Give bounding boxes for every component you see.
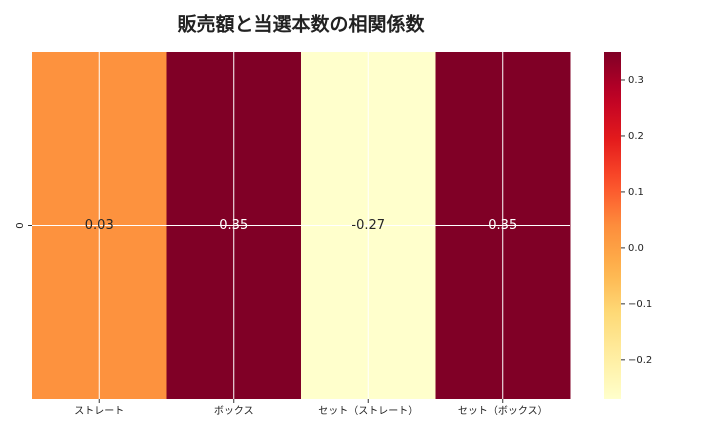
x-tick-label: セット（ストレート） bbox=[318, 405, 418, 417]
y-tick-label: 0 bbox=[15, 222, 26, 228]
data-label: 0.03 bbox=[85, 218, 114, 233]
colorbar-tick-label: −0.2 bbox=[628, 355, 652, 366]
colorbar-tick-label: 0.1 bbox=[628, 187, 644, 198]
colorbar-tick-label: 0.3 bbox=[628, 75, 644, 86]
colorbar bbox=[604, 52, 621, 399]
colorbar-tick-label: 0.0 bbox=[628, 243, 644, 254]
x-tick-label: セット（ボックス） bbox=[458, 405, 548, 417]
x-tick-label: ストレート bbox=[74, 406, 124, 417]
colorbar-tick-label: −0.1 bbox=[628, 299, 652, 310]
chart-title: 販売額と当選本数の相関係数 bbox=[177, 13, 425, 36]
data-label: -0.27 bbox=[351, 218, 385, 233]
x-tick-label: ボックス bbox=[214, 405, 254, 417]
data-label: 0.35 bbox=[219, 218, 248, 233]
colorbar-tick-label: 0.2 bbox=[628, 131, 644, 142]
data-label: 0.35 bbox=[488, 218, 517, 233]
